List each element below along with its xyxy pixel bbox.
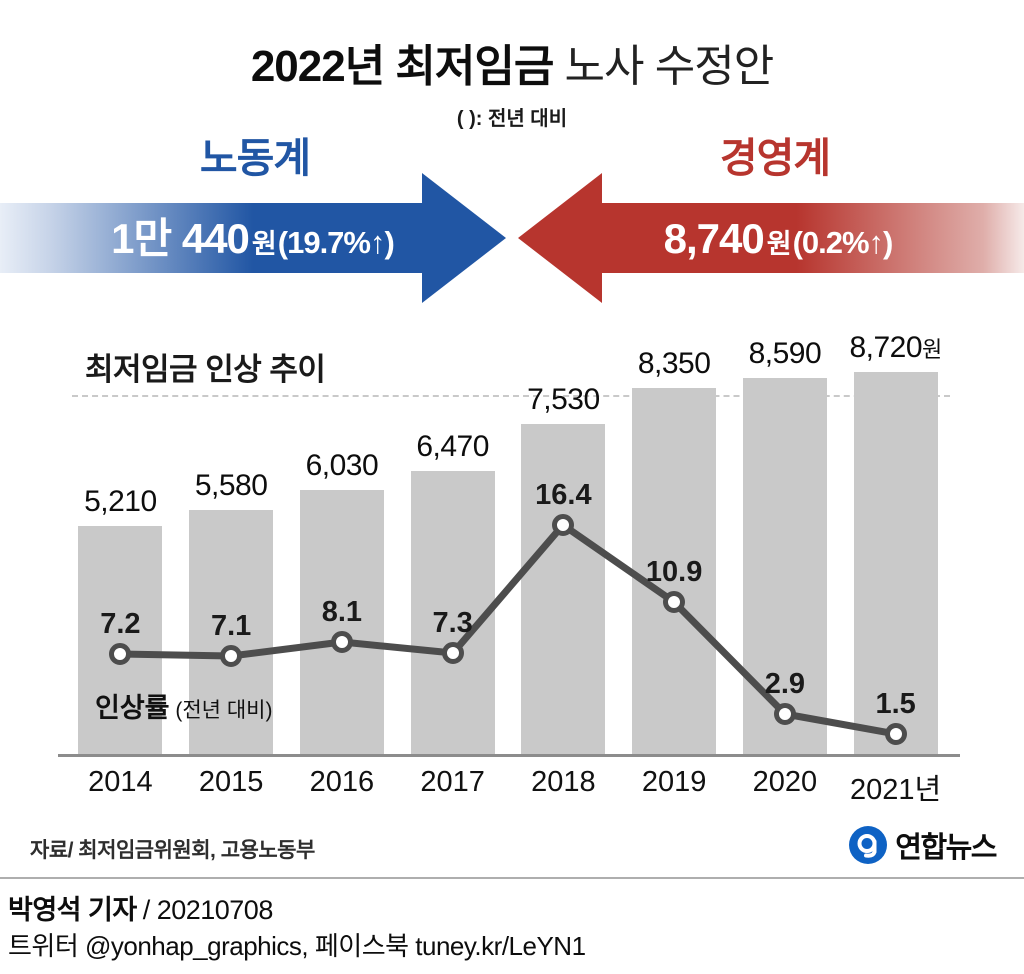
x-tick-2015: 2015 [198,766,264,798]
rate-value-2018: 16.4 [535,479,592,512]
rate-line-legend-strong: 인상률 [95,693,170,723]
bar-value-2016: 6,030 [305,449,379,482]
management-unit: 원 [766,229,792,259]
page-title: 2022년 최저임금 노사 수정안 [0,30,1024,94]
bar-value-2020: 8,590 [748,337,822,370]
management-proposal-amount: 8,740 원(0.2%↑) [558,202,998,276]
bar-2018 [521,424,606,755]
bar-value-2017: 6,470 [416,430,489,463]
labor-arrow [0,173,506,303]
rate-value-2021년: 1.5 [875,688,916,720]
management-arrow [518,173,1024,303]
x-tick-2020: 2020 [752,766,818,798]
yonhap-logo: 연합뉴스 [849,824,997,866]
rate-value-2020: 2.9 [764,668,806,701]
rate-line-legend: 인상률 (전년 대비) [95,686,272,725]
contact-line: 트위터 @yonhap_graphics, 페이스북 tuney.kr/LeYN… [8,931,586,961]
yonhap-logo-text: 연합뉴스 [895,832,997,864]
labor-group-label: 노동계 [199,135,311,181]
x-tick-2017: 2017 [420,766,485,798]
bar-value-unit: 원 [922,337,942,362]
rate-value-2016: 8.1 [321,595,363,628]
credit-date: / 20210708 [142,895,274,925]
rate-line-legend-light: (전년 대비) [169,699,273,722]
reporter-name: 박영석 기자 [8,895,137,925]
gridline-dashed [72,395,950,397]
rate-value-2017: 7.3 [432,606,473,639]
source-note: 자료/ 최저임금위원회, 고용노동부 [30,839,315,862]
rate-value-2014: 7.2 [100,608,141,641]
rate-value-2015: 7.1 [210,609,252,642]
management-arrow-shape [518,173,1024,303]
yonhap-logo-icon [849,826,888,864]
management-value: 8,740 [663,215,765,262]
x-axis [58,754,960,757]
x-tick-2018: 2018 [531,766,596,798]
bar-value-2014: 5,210 [84,485,157,518]
labor-unit: 원 [251,229,277,259]
title-light: 노사 수정안 [553,42,775,91]
bar-value-2019: 8,350 [637,347,711,380]
credit-line: 박영석 기자/ 20210708 [8,888,273,927]
parenthesis-note: ( ): 전년 대비 [456,108,568,130]
x-tick-2014: 2014 [88,766,153,798]
bar-value-2018: 7,530 [527,383,600,416]
x-tick-2016: 2016 [309,766,375,798]
title-strong: 2022년 최저임금 [250,42,555,91]
labor-proposal-amount: 1만 440 원(19.7%↑) [30,202,475,276]
bar-value-2021년: 8,720원 [849,331,942,364]
x-tick-2021년: 2021년 [850,774,942,806]
bar-value-2015: 5,580 [194,469,268,502]
chart-title: 최저임금 인상 추이 [85,352,326,387]
labor-value: 1만 440 [111,215,250,262]
footer-divider [0,877,1024,879]
rate-value-2019: 10.9 [645,556,703,589]
labor-change: (19.7%↑) [277,225,395,260]
labor-arrow-shape [0,173,506,303]
management-change: (0.2%↑) [792,225,894,260]
management-group-label: 경영계 [719,135,831,181]
x-tick-2019: 2019 [641,766,707,798]
